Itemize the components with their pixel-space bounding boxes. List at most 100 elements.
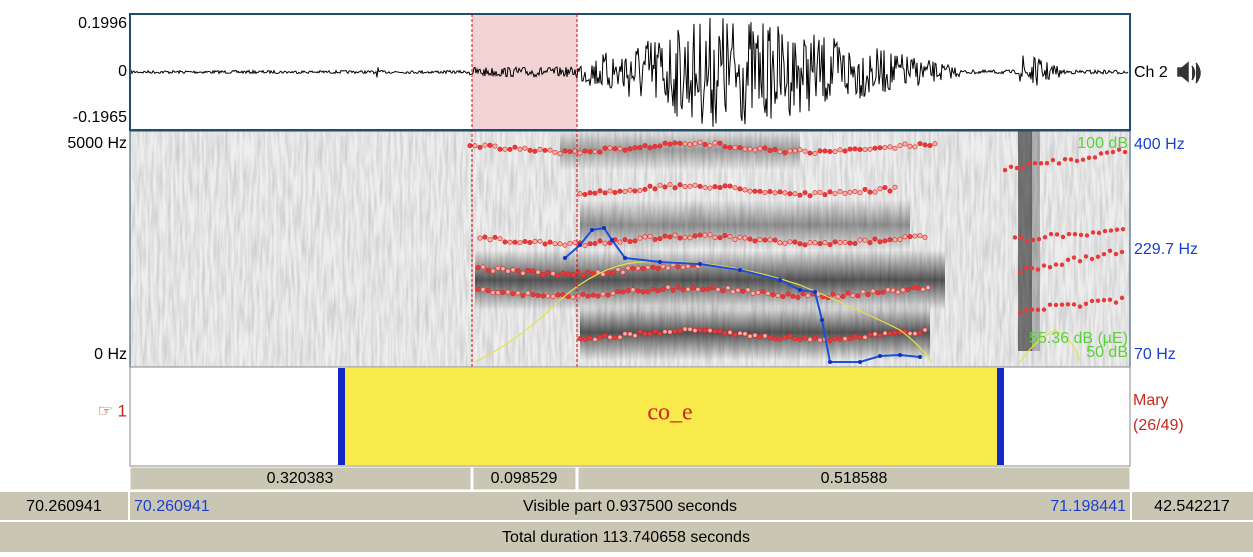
formant-point — [487, 237, 493, 243]
formant-point — [772, 336, 778, 342]
formant-point — [925, 285, 931, 291]
formant-point — [792, 148, 798, 154]
formant-point — [1014, 165, 1020, 171]
formant-point — [857, 237, 863, 243]
formant-point — [805, 293, 811, 299]
formant-point — [642, 186, 648, 192]
pitch-point — [602, 226, 606, 230]
channel-label[interactable]: Ch 2 — [1134, 64, 1168, 81]
pitch-mid: 229.7 Hz — [1134, 241, 1198, 258]
formant-point — [717, 185, 723, 191]
formant-point — [1077, 304, 1083, 309]
formant-point — [535, 269, 541, 275]
pitch-max: 400 Hz — [1134, 136, 1185, 153]
window-cell[interactable] — [0, 492, 128, 520]
formant-point — [515, 268, 521, 274]
boundary[interactable] — [338, 368, 345, 465]
formant-point — [697, 232, 703, 238]
duration-cell[interactable] — [577, 466, 1131, 491]
formant-point — [722, 183, 728, 189]
formant-point — [677, 328, 683, 334]
formant-point — [847, 189, 853, 195]
formant-point — [1078, 232, 1084, 238]
formant-point — [547, 147, 553, 153]
formant-point — [610, 270, 616, 276]
formant-point — [652, 328, 658, 334]
formant-point — [662, 233, 668, 239]
formant-point — [782, 190, 788, 196]
formant-point — [737, 145, 743, 151]
formant-point — [702, 184, 708, 190]
formant-point — [507, 146, 513, 152]
formant-point — [642, 234, 648, 240]
formant-point — [917, 141, 923, 147]
formant-point — [752, 188, 758, 194]
formant-point — [477, 235, 483, 241]
formant-point — [845, 290, 851, 296]
duration-cell[interactable] — [472, 466, 577, 491]
formant-point — [1110, 149, 1116, 155]
formant-point — [740, 288, 746, 294]
formant-point — [532, 238, 538, 244]
pitch-point — [828, 360, 832, 364]
formant-point — [487, 142, 493, 148]
formant-point — [792, 239, 798, 245]
formant-point — [645, 289, 651, 295]
formant-point — [730, 289, 736, 295]
formant-point — [827, 242, 833, 248]
boundary[interactable] — [997, 368, 1004, 465]
formant-point — [520, 270, 526, 276]
formant-point — [742, 187, 748, 193]
formant-point — [555, 273, 561, 279]
formant-point — [842, 336, 848, 342]
formant-point — [520, 293, 526, 299]
formant-point — [602, 145, 608, 151]
formant-point — [797, 241, 803, 247]
formant-point — [632, 188, 638, 194]
formant-point — [1071, 255, 1077, 260]
formant-point — [752, 238, 758, 244]
interval-label: co_e — [647, 400, 692, 426]
formant-point — [732, 236, 738, 242]
formant-point — [872, 236, 878, 242]
formant-point — [530, 292, 536, 298]
formant-point — [717, 235, 723, 241]
formant-point — [1002, 167, 1008, 173]
formant-point — [585, 293, 591, 299]
formant-point — [677, 235, 683, 241]
pitch-contour — [564, 226, 921, 363]
formant-point — [620, 269, 626, 275]
formant-point — [522, 145, 528, 151]
formant-point — [827, 189, 833, 195]
formant-point — [767, 335, 773, 341]
formant-point — [650, 286, 656, 292]
window-cell[interactable] — [130, 492, 1130, 520]
formant-point — [1029, 307, 1035, 312]
formant-point — [625, 265, 631, 271]
speaker-icon[interactable] — [1177, 61, 1201, 84]
formant-point — [852, 189, 858, 195]
formant-point — [727, 234, 733, 240]
duration-cell[interactable] — [129, 466, 472, 491]
formant-point — [907, 143, 913, 149]
formant-point — [812, 151, 818, 157]
formant-point — [677, 182, 683, 188]
formant-point — [1012, 235, 1018, 240]
formant-point — [892, 184, 898, 190]
formant-point — [1059, 302, 1065, 307]
formant-point — [1072, 232, 1078, 237]
formant-point — [1122, 149, 1128, 155]
formant-point — [577, 150, 583, 156]
interval-selected[interactable] — [340, 368, 1003, 465]
window-cell[interactable] — [1132, 492, 1253, 520]
formant-point — [767, 148, 773, 154]
tier-number[interactable]: ☞ 1 — [98, 401, 127, 420]
total-cell[interactable] — [0, 522, 1253, 552]
formant-point — [697, 139, 703, 145]
formant-point — [927, 143, 933, 149]
formant-point — [802, 190, 808, 196]
formant-point — [1017, 270, 1023, 275]
formant-point — [662, 140, 668, 146]
formant-point — [817, 148, 823, 154]
formant-point — [797, 147, 803, 153]
